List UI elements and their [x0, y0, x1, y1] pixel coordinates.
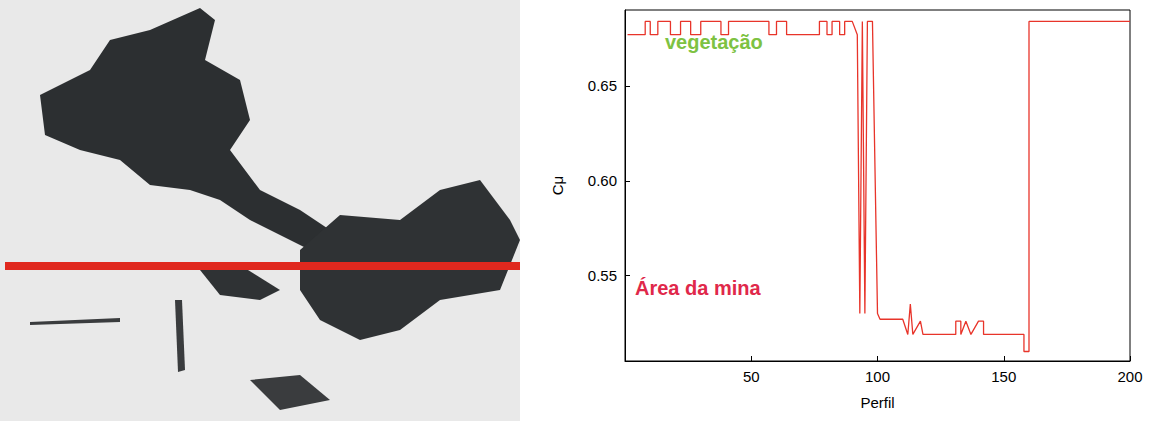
svg-text:vegetação: vegetação: [665, 31, 763, 53]
svg-text:Área da mina: Área da mina: [635, 277, 761, 299]
svg-text:50: 50: [743, 368, 760, 385]
svg-text:200: 200: [1117, 368, 1142, 385]
svg-text:150: 150: [991, 368, 1016, 385]
svg-text:0.65: 0.65: [588, 77, 617, 94]
svg-text:0.55: 0.55: [588, 267, 617, 284]
svg-text:100: 100: [865, 368, 890, 385]
svg-text:0.60: 0.60: [588, 172, 617, 189]
svg-text:Cμ: Cμ: [549, 176, 566, 195]
svg-text:Perfil: Perfil: [860, 394, 894, 411]
